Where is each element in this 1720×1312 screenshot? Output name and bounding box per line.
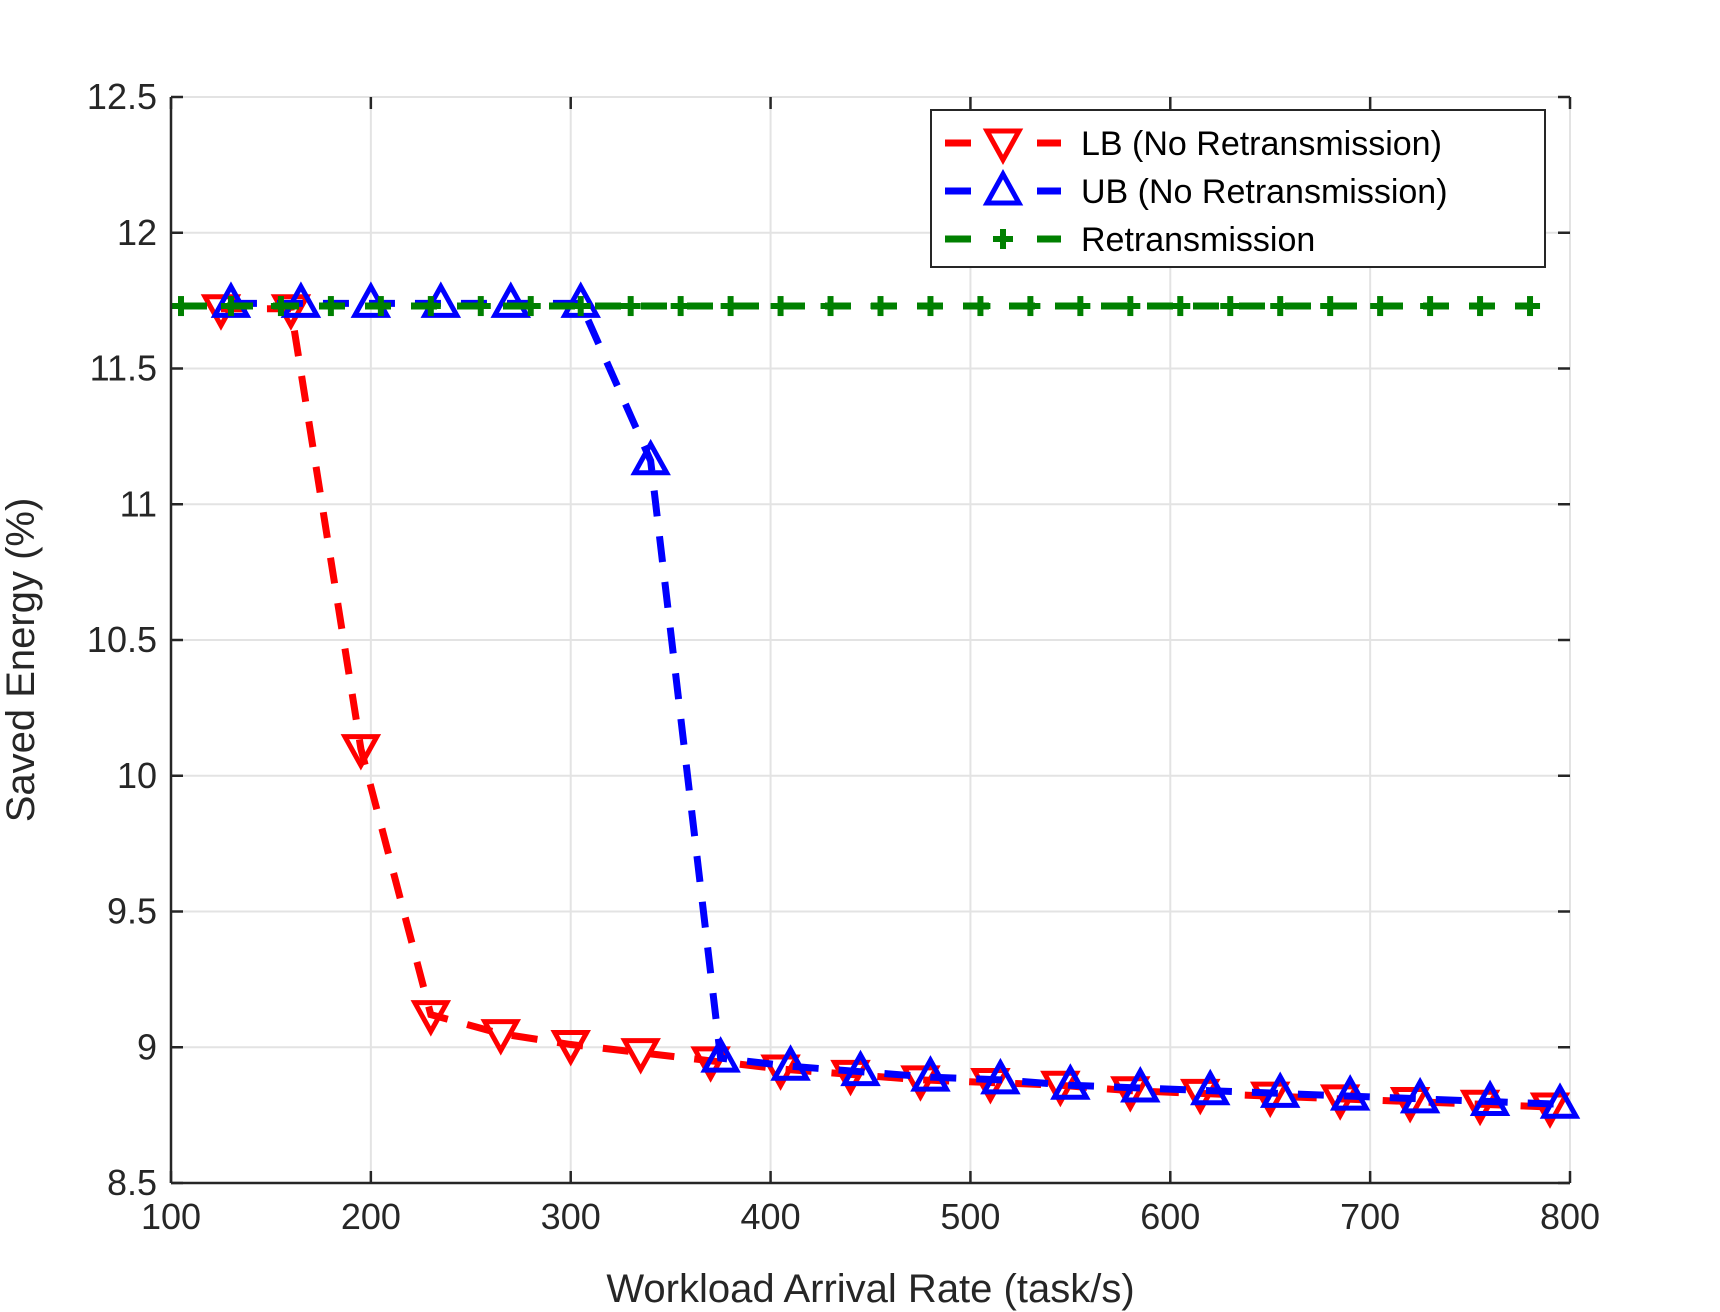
data-point [520, 296, 541, 317]
data-point [620, 1038, 661, 1075]
data-point [1270, 296, 1291, 317]
data-point [1329, 1074, 1371, 1111]
legend-marker [993, 229, 1013, 249]
data-point [270, 296, 291, 317]
y-axis-label: Saved Energy (%) [0, 498, 43, 823]
data-point [900, 1065, 941, 1102]
data-point [570, 296, 591, 317]
data-point [920, 296, 941, 317]
data-point [220, 296, 241, 317]
data-point [970, 1068, 1011, 1105]
y-tick-label: 8.5 [107, 1162, 157, 1203]
data-point [1120, 296, 1141, 317]
tick-labels: 100 200 300 400 500 600 700 800 8.5 9 9.5 10 10.5 11 1… [87, 76, 1600, 1237]
y-tick-label: 10 [117, 755, 157, 796]
x-tick-label: 300 [541, 1196, 601, 1237]
data-point [720, 296, 741, 317]
data-point [1050, 1063, 1091, 1100]
legend-label: Retransmission [1081, 221, 1315, 259]
series-2 [170, 296, 1541, 317]
plot-series [170, 281, 1581, 1129]
legend: LB (No Retransmission) UB (No Retransmiss… [930, 109, 1546, 268]
data-point [1320, 296, 1341, 317]
legend-label: LB (No Retransmission) [1081, 125, 1442, 163]
y-tick-label: 11 [120, 483, 157, 524]
y-tick-label: 12.5 [87, 76, 157, 117]
legend-entry: UB (No Retransmission) [945, 169, 1448, 213]
x-tick-label: 400 [741, 1196, 801, 1237]
y-tick-label: 9.5 [107, 891, 157, 932]
data-point [1539, 1082, 1581, 1119]
x-tick-label: 100 [141, 1196, 201, 1237]
data-point [980, 1057, 1021, 1095]
y-tick-label: 11.5 [90, 348, 157, 389]
legend-marker [982, 128, 1024, 165]
data-point [620, 296, 641, 317]
data-point [970, 296, 991, 317]
legend-entry: Retransmission [945, 217, 1315, 261]
data-point [1529, 1092, 1571, 1129]
data-point [690, 1046, 731, 1083]
y-tick-label: 12 [117, 212, 157, 253]
x-tick-label: 600 [1140, 1196, 1200, 1237]
data-point [1469, 1079, 1511, 1117]
data-point [320, 296, 341, 317]
y-tick-label: 9 [137, 1026, 157, 1067]
legend-box [930, 109, 1546, 268]
data-point [870, 296, 891, 317]
legend-entry: LB (No Retransmission) [945, 121, 1442, 165]
data-point [840, 1049, 881, 1087]
x-tick-label: 200 [341, 1196, 401, 1237]
data-point [280, 281, 322, 318]
data-point [340, 734, 382, 771]
legend-marker [982, 169, 1024, 206]
x-tick-label: 700 [1340, 1196, 1400, 1237]
y-tick-label: 10.5 [87, 619, 157, 660]
series-line [230, 299, 1561, 1108]
x-axis-label: Workload Arrival Rate (task/s) [606, 1267, 1134, 1311]
data-point [370, 296, 391, 317]
data-point [1370, 296, 1391, 317]
data-point [1220, 296, 1241, 317]
data-point [910, 1055, 951, 1092]
data-point [1249, 1081, 1291, 1119]
axes [169, 95, 1572, 1185]
data-point [420, 296, 441, 317]
data-point [490, 281, 532, 318]
data-point [770, 1044, 811, 1081]
data-point [1399, 1076, 1441, 1114]
data-point [630, 438, 671, 476]
data-point [480, 1019, 522, 1056]
x-tick-label: 500 [940, 1196, 1000, 1237]
data-point [1020, 296, 1041, 317]
data-point [470, 296, 491, 317]
data-point [1120, 1066, 1161, 1103]
data-point [1190, 1068, 1231, 1106]
data-point [820, 296, 841, 317]
series-1 [210, 281, 1581, 1119]
data-point [760, 1054, 801, 1091]
data-point [1170, 296, 1191, 317]
data-point [1070, 296, 1091, 317]
data-point [1389, 1087, 1431, 1124]
data-point [410, 1000, 452, 1037]
x-tick-label: 800 [1540, 1196, 1600, 1237]
data-point [670, 296, 691, 317]
data-point [1470, 296, 1491, 317]
data-point [1319, 1084, 1361, 1121]
data-point [550, 1030, 591, 1067]
data-point [1110, 1076, 1151, 1113]
legend-label: UB (No Retransmission) [1081, 173, 1448, 211]
data-point [170, 296, 191, 317]
data-point [1520, 296, 1541, 317]
data-point [770, 296, 791, 317]
data-point [830, 1059, 871, 1097]
data-point [1180, 1078, 1221, 1116]
grid-lines [170, 96, 1571, 1184]
data-point [1459, 1089, 1501, 1127]
data-point [1420, 296, 1441, 317]
data-point [700, 1036, 741, 1073]
data-point [1259, 1071, 1301, 1108]
